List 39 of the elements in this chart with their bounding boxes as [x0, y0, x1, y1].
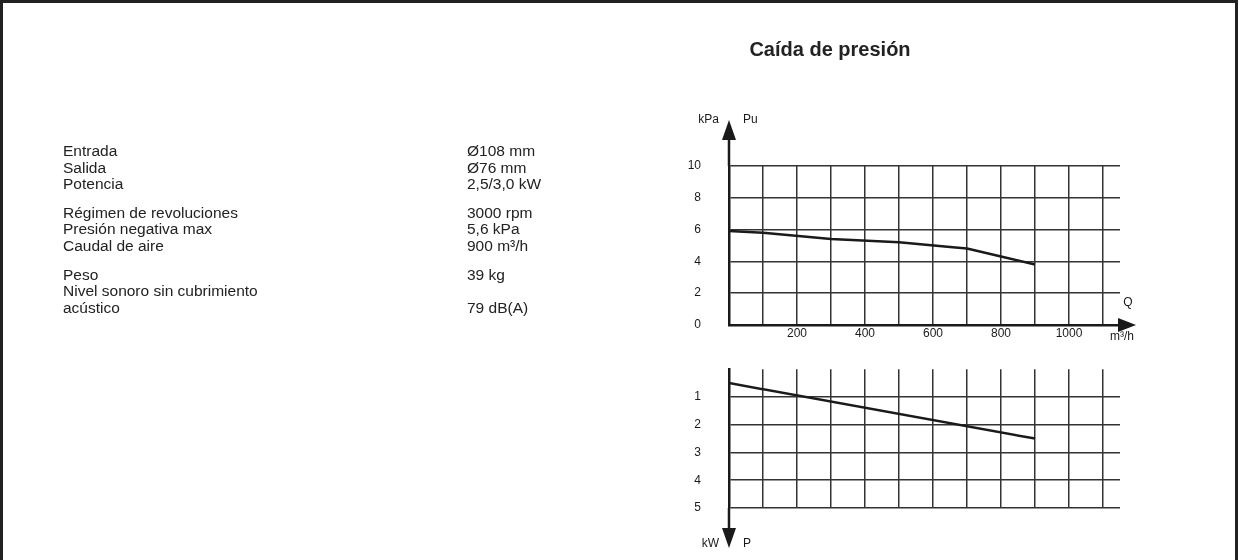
y-axis-title: kPa	[698, 112, 720, 127]
x-tick-label: 200	[786, 326, 808, 341]
text: Ø108 mm	[467, 142, 536, 160]
text: Nivel sonoro sin cubrimiento acústico	[63, 282, 259, 317]
y-tick-label: 3	[694, 444, 702, 459]
y-tick-label: 2	[694, 285, 702, 300]
text: 39 kg	[467, 265, 505, 284]
chart-title: Caída de presión	[748, 38, 912, 61]
y-axis-title: kW	[701, 536, 720, 551]
text: Potencia	[63, 175, 125, 193]
text: Salida	[63, 158, 108, 177]
x-axis-title: m³/h	[1110, 329, 1134, 344]
x-tick-label: 800	[990, 326, 1012, 341]
y-tick-label: 1	[694, 389, 702, 404]
text: Entrada	[63, 142, 119, 160]
y-tick-label: 4	[694, 253, 702, 268]
text: 900 m³/h	[467, 236, 529, 255]
x-tick-label: 600	[922, 326, 944, 341]
y-tick-label: 10	[687, 158, 702, 173]
text: Pu	[743, 112, 758, 127]
text: Caudal de aire	[63, 236, 164, 255]
text: P	[743, 536, 752, 551]
text: Régimen de revoluciones	[63, 203, 239, 222]
y-tick-label: 2	[694, 417, 702, 432]
text: 3000 rpm	[467, 203, 533, 222]
x-tick-label: 1000	[1055, 326, 1083, 341]
text: 79 dB(A)	[467, 298, 529, 317]
text: Ø76 mm	[467, 158, 527, 177]
y-tick-label: 5	[694, 500, 702, 515]
y-tick-label: 8	[694, 190, 702, 205]
text: Peso	[63, 265, 100, 284]
y-tick-label: 6	[694, 221, 702, 236]
text: 5,6 kPa	[467, 220, 520, 238]
x-tick-label: 400	[854, 326, 876, 341]
y-tick-label: 4	[694, 472, 702, 487]
text: Q	[1123, 295, 1133, 310]
y-tick-label: 0	[694, 317, 702, 332]
text: 2,5/3,0 kW	[467, 175, 542, 193]
text: Presión negativa max	[63, 220, 214, 238]
